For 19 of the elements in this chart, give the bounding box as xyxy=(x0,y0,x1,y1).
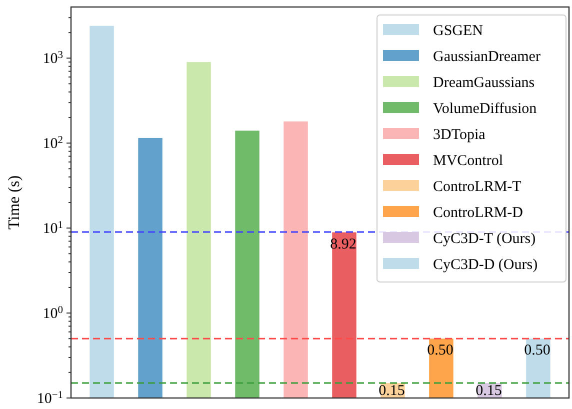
legend-label: ControLRM-T xyxy=(433,179,522,195)
legend-label: DreamGaussians xyxy=(433,75,535,91)
data-label: 0.15 xyxy=(378,383,405,399)
legend-label: CyC3D-D (Ours) xyxy=(433,257,538,273)
legend-label: MVControl xyxy=(433,153,504,169)
y-tick-label: 10$^{2}$ xyxy=(42,134,63,152)
y-axis-title: Time (s) xyxy=(6,175,23,230)
y-tick-label: 10$^{−1}$ xyxy=(36,390,63,407)
legend-label: 3DTopia xyxy=(433,127,486,143)
legend-label: GSGEN xyxy=(433,23,484,39)
data-label: 0.50 xyxy=(524,342,550,359)
legend-label: VolumeDiffusion xyxy=(433,101,538,117)
legend-label: ControLRM-D xyxy=(433,205,524,221)
y-tick-label: 10$^{3}$ xyxy=(42,50,63,68)
data-label: 0.15 xyxy=(476,383,502,399)
y-tick-label: 10$^{0}$ xyxy=(42,304,63,322)
legend-label: GaussianDreamer xyxy=(433,49,540,65)
legend-label: CyC3D-T (Ours) xyxy=(433,231,536,247)
y-tick-label: 10$^{1}$ xyxy=(42,220,63,238)
